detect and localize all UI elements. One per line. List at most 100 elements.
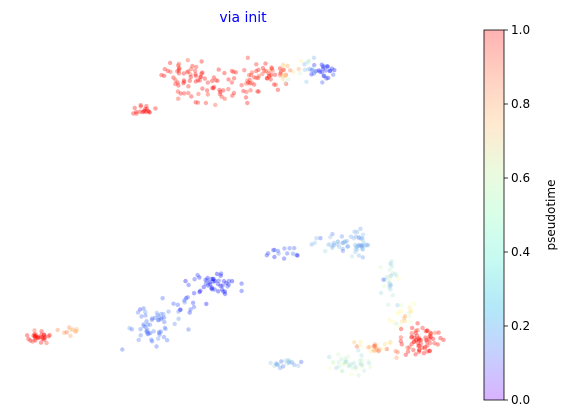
scatter-point: [436, 342, 440, 346]
scatter-point: [388, 281, 392, 285]
scatter-point: [137, 338, 141, 342]
scatter-point: [306, 67, 310, 71]
scatter-point: [336, 352, 340, 356]
scatter-point: [192, 305, 196, 309]
colorbar-ticks: 0.0 0.2 0.4 0.6 0.8 1.0: [504, 23, 530, 407]
scatter-point: [359, 362, 363, 366]
scatter-point: [205, 88, 209, 92]
scatter-point: [160, 296, 164, 300]
scatter-point: [304, 80, 308, 84]
scatter-point: [419, 341, 423, 345]
scatter-point: [55, 328, 59, 332]
scatter-point: [245, 101, 249, 105]
scatter-point: [230, 69, 234, 73]
scatter-point: [205, 278, 209, 282]
scatter-point: [352, 361, 356, 365]
scatter-point: [355, 245, 359, 249]
scatter-point: [198, 75, 202, 79]
scatter-point: [248, 88, 252, 92]
scatter-point: [282, 256, 286, 260]
scatter-point: [321, 64, 325, 68]
scatter-point: [425, 349, 429, 353]
scatter-point: [150, 339, 154, 343]
scatter-point: [217, 88, 221, 92]
scatter-point: [281, 364, 285, 368]
scatter-point: [157, 333, 161, 337]
scatter-point: [181, 81, 185, 85]
scatter-point: [287, 246, 291, 250]
scatter-point: [245, 78, 249, 82]
scatter-point: [186, 91, 190, 95]
scatter-point: [263, 61, 267, 65]
scatter-point: [397, 310, 401, 314]
chart-title: via init: [219, 10, 267, 26]
scatter-point: [328, 366, 332, 370]
scatter-point: [423, 335, 427, 339]
scatter-point: [412, 301, 416, 305]
scatter-point: [138, 110, 142, 114]
scatter-point: [212, 85, 216, 89]
scatter-point: [400, 319, 404, 323]
scatter-point: [299, 59, 303, 63]
scatter-point: [358, 343, 362, 347]
scatter-point: [176, 83, 180, 87]
scatter-point: [192, 277, 196, 281]
scatter-point: [391, 320, 395, 324]
colorbar-tick-label: 0.2: [511, 319, 530, 333]
scatter-point: [366, 359, 370, 363]
scatter-point: [327, 355, 331, 359]
scatter-point: [196, 92, 200, 96]
scatter-point: [232, 91, 236, 95]
colorbar-tick-label: 0.8: [511, 97, 530, 111]
scatter-point: [410, 326, 414, 330]
scatter-point: [252, 75, 256, 79]
colorbar-tick-label: 0.6: [511, 171, 530, 185]
scatter-point: [399, 327, 403, 331]
scatter-point: [153, 106, 157, 110]
scatter-point: [162, 315, 166, 319]
scatter-point: [47, 333, 51, 337]
scatter-point: [312, 56, 316, 60]
scatter-point: [436, 330, 440, 334]
scatter-point: [139, 104, 143, 108]
scatter-point: [388, 341, 392, 345]
scatter-point: [360, 236, 364, 240]
scatter-point: [279, 359, 283, 363]
scatter-point: [239, 281, 243, 285]
scatter-point: [206, 80, 210, 84]
scatter-point: [438, 336, 442, 340]
scatter-point: [285, 251, 289, 255]
scatter-point: [292, 246, 296, 250]
scatter-point: [330, 232, 334, 236]
colorbar-fill: [484, 30, 504, 400]
scatter-point: [133, 106, 137, 110]
scatter-point: [32, 334, 36, 338]
scatter-point: [387, 285, 391, 289]
scatter-point: [391, 293, 395, 297]
scatter-point: [244, 95, 248, 99]
scatter-point: [352, 340, 356, 344]
scatter-point: [200, 70, 204, 74]
scatter-point: [138, 307, 142, 311]
scatter-point: [41, 337, 45, 341]
scatter-point: [358, 340, 362, 344]
scatter-point: [239, 289, 243, 293]
scatter-point: [287, 358, 291, 362]
scatter-point: [219, 274, 223, 278]
scatter-point: [254, 62, 258, 66]
scatter-point: [331, 360, 335, 364]
scatter-point: [223, 97, 227, 101]
scatter-point: [186, 84, 190, 88]
scatter-point: [420, 326, 424, 330]
scatter-point: [189, 75, 193, 79]
scatter-point: [211, 279, 215, 283]
scatter-point: [361, 255, 365, 259]
scatter-point: [292, 363, 296, 367]
scatter-point: [295, 253, 299, 257]
scatter-point: [139, 314, 143, 318]
scatter-point: [291, 252, 295, 256]
scatter-point: [327, 242, 331, 246]
scatter-point: [150, 318, 154, 322]
scatter-point: [144, 329, 148, 333]
